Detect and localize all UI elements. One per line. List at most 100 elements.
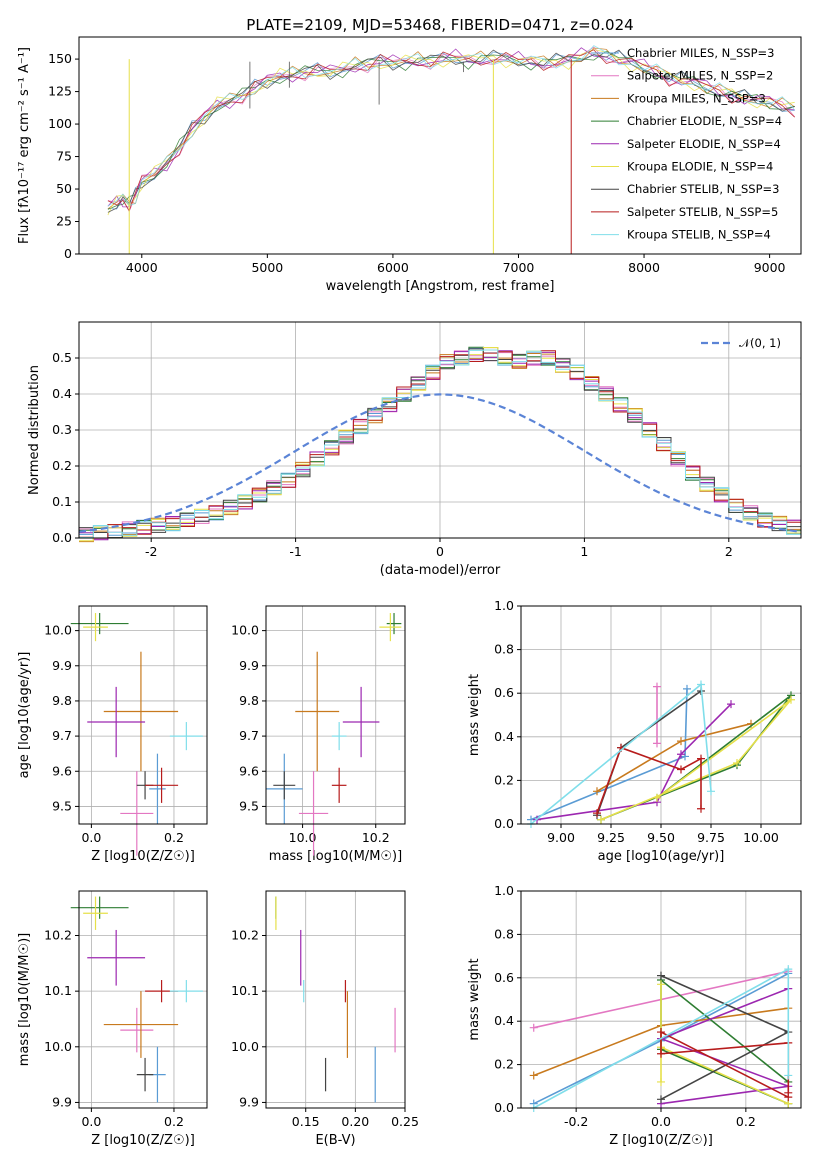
- y-tick-label: 9.9: [52, 1094, 72, 1109]
- y-axis-label: Normed distribution: [27, 365, 42, 495]
- y-tick-label: 0: [64, 246, 72, 261]
- x-tick-label: 1: [580, 544, 588, 559]
- x-tick-label: 9.25: [597, 830, 625, 845]
- x-tick-label: -1: [289, 544, 301, 559]
- y-tick-label: 9.6: [52, 763, 72, 778]
- x-tick-label: 10.00: [743, 830, 779, 845]
- weight-point: [727, 700, 735, 709]
- y-tick-label: 10.2: [231, 928, 259, 943]
- weight-point: [657, 980, 665, 989]
- legend-label: Salpeter STELIB, N_SSP=5: [627, 205, 778, 219]
- y-tick-label: 1.0: [494, 883, 514, 898]
- y-tick-label: 9.9: [52, 658, 72, 673]
- x-tick-label: 0.0: [651, 1114, 671, 1129]
- y-axis-label: mass weight: [467, 958, 482, 1040]
- x-tick-label: 4000: [126, 260, 158, 275]
- axes-frame: [78, 321, 802, 539]
- spectrum-line: [107, 49, 795, 216]
- x-tick-label: 10.2: [362, 830, 390, 845]
- weight-point: [653, 739, 661, 748]
- y-tick-label: 9.9: [239, 658, 259, 673]
- y-tick-label: 10.0: [44, 623, 72, 638]
- plot-area: [70, 613, 203, 856]
- x-tick-label: 0.20: [341, 1114, 369, 1129]
- figure-title: PLATE=2109, MJD=53468, FIBERID=0471, z=0…: [246, 16, 633, 34]
- y-tick-label: 0.1: [52, 494, 72, 509]
- y-tick-label: 0.4: [494, 1013, 514, 1028]
- y-tick-label: 0.2: [52, 458, 72, 473]
- weight-point: [733, 758, 741, 767]
- weight-point: [529, 1023, 538, 1032]
- weight-point: [597, 815, 605, 824]
- x-axis-label: age [log10(age/yr)]: [598, 849, 725, 864]
- y-axis-label: mass [log10(M/M☉)]: [17, 933, 32, 1066]
- axes-frame: [78, 890, 208, 1109]
- legend-label: Kroupa ELODIE, N_SSP=4: [627, 160, 773, 174]
- weight-point: [529, 1071, 538, 1080]
- y-tick-label: 0.6: [494, 685, 514, 700]
- y-tick-label: 0.6: [494, 970, 514, 985]
- y-tick-label: 0.5: [52, 350, 72, 365]
- panel-weight-vs-age: 9.00 9.25 9.50 9.75 10.00 0.0 0.2 0.4 0.6 0.8 1.0 a…: [467, 598, 802, 864]
- weight-line: [658, 987, 789, 1105]
- plot-area: [275, 896, 396, 1103]
- plot-area: [107, 45, 796, 254]
- x-tick-label: 9.50: [647, 830, 675, 845]
- axes-frame: [520, 605, 802, 825]
- spectrum-line: [107, 45, 795, 207]
- x-tick-label: -0.2: [564, 1114, 588, 1129]
- plot-area: [527, 680, 795, 828]
- legend-label: Chabrier ELODIE, N_SSP=4: [627, 114, 782, 128]
- weight-point: [657, 1095, 665, 1104]
- y-tick-label: 9.5: [52, 798, 72, 813]
- weight-point: [707, 787, 715, 796]
- y-tick-label: 25: [56, 214, 72, 229]
- legend-label: Kroupa MILES, N_SSP=3: [627, 91, 766, 105]
- axes-frame: [78, 605, 208, 825]
- weight-point: [697, 804, 705, 813]
- panel-weight-vs-z: -0.2 0.0 0.2 0.0 0.2 0.4 0.6 0.8 1.0 Z [log10(Z/Z…: [467, 883, 802, 1148]
- panels: 4000 5000 6000 7000 8000 9000 0 25 50 75 100 125 150…: [17, 36, 802, 1148]
- axes-frame: [265, 890, 406, 1109]
- y-tick-label: 10.1: [44, 983, 72, 998]
- y-tick-label: 9.6: [239, 763, 259, 778]
- panel-mass-vs-z: 0.0 0.2 9.9 10.0 10.1 10.2 Z [log10(Z/Z☉)] mass…: [17, 890, 208, 1148]
- legend-label: 𝒩(0, 1): [739, 336, 781, 350]
- y-tick-label: 0.2: [494, 1057, 514, 1072]
- x-tick-label: 6000: [377, 260, 409, 275]
- weight-point: [657, 1077, 665, 1086]
- x-axis-label: E(B-V): [315, 1133, 355, 1148]
- plot-area: [70, 896, 203, 1103]
- y-tick-label: 9.7: [239, 728, 259, 743]
- panel-age-vs-mass: 10.0 10.2 9.5 9.6 9.7 9.8 9.9 10.0 mass [log10(M…: [231, 605, 406, 864]
- panel-age-vs-z: 0.0 0.2 9.5 9.6 9.7 9.8 9.9 10.0 Z [log10(Z/Z☉)]…: [17, 605, 208, 864]
- x-tick-label: 7000: [503, 260, 535, 275]
- panel-spectrum: 4000 5000 6000 7000 8000 9000 0 25 50 75 100 125 150…: [17, 36, 802, 294]
- legend-label: Kroupa STELIB, N_SSP=4: [627, 228, 771, 242]
- x-tick-label: 0.25: [391, 1114, 419, 1129]
- x-tick-label: 5000: [251, 260, 283, 275]
- weight-point: [593, 809, 601, 818]
- weight-point: [787, 695, 795, 704]
- x-tick-label: 9.75: [697, 830, 725, 845]
- x-axis-label: Z [log10(Z/Z☉)]: [91, 1133, 195, 1148]
- legend-label: Salpeter MILES, N_SSP=2: [627, 69, 773, 83]
- weight-point: [683, 684, 691, 693]
- weight-point: [784, 1071, 793, 1080]
- histogram-step: [79, 350, 801, 539]
- weight-point: [653, 793, 661, 802]
- y-tick-label: 10.0: [231, 1039, 259, 1054]
- x-axis-label: wavelength [Angstrom, rest frame]: [326, 279, 555, 294]
- x-axis-label: Z [log10(Z/Z☉)]: [609, 1133, 713, 1148]
- x-axis-label: mass [log10(M/M☉)]: [269, 849, 402, 864]
- spectrum-line: [107, 47, 795, 208]
- y-tick-label: 100: [48, 116, 72, 131]
- y-tick-label: 10.1: [231, 983, 259, 998]
- y-tick-label: 0.4: [52, 386, 72, 401]
- x-tick-label: 8000: [628, 260, 660, 275]
- y-tick-label: 125: [48, 84, 72, 99]
- histogram-step: [79, 349, 801, 538]
- weight-point: [677, 737, 685, 746]
- y-tick-label: 0.3: [52, 422, 72, 437]
- legend-label: Salpeter ELODIE, N_SSP=4: [627, 137, 781, 151]
